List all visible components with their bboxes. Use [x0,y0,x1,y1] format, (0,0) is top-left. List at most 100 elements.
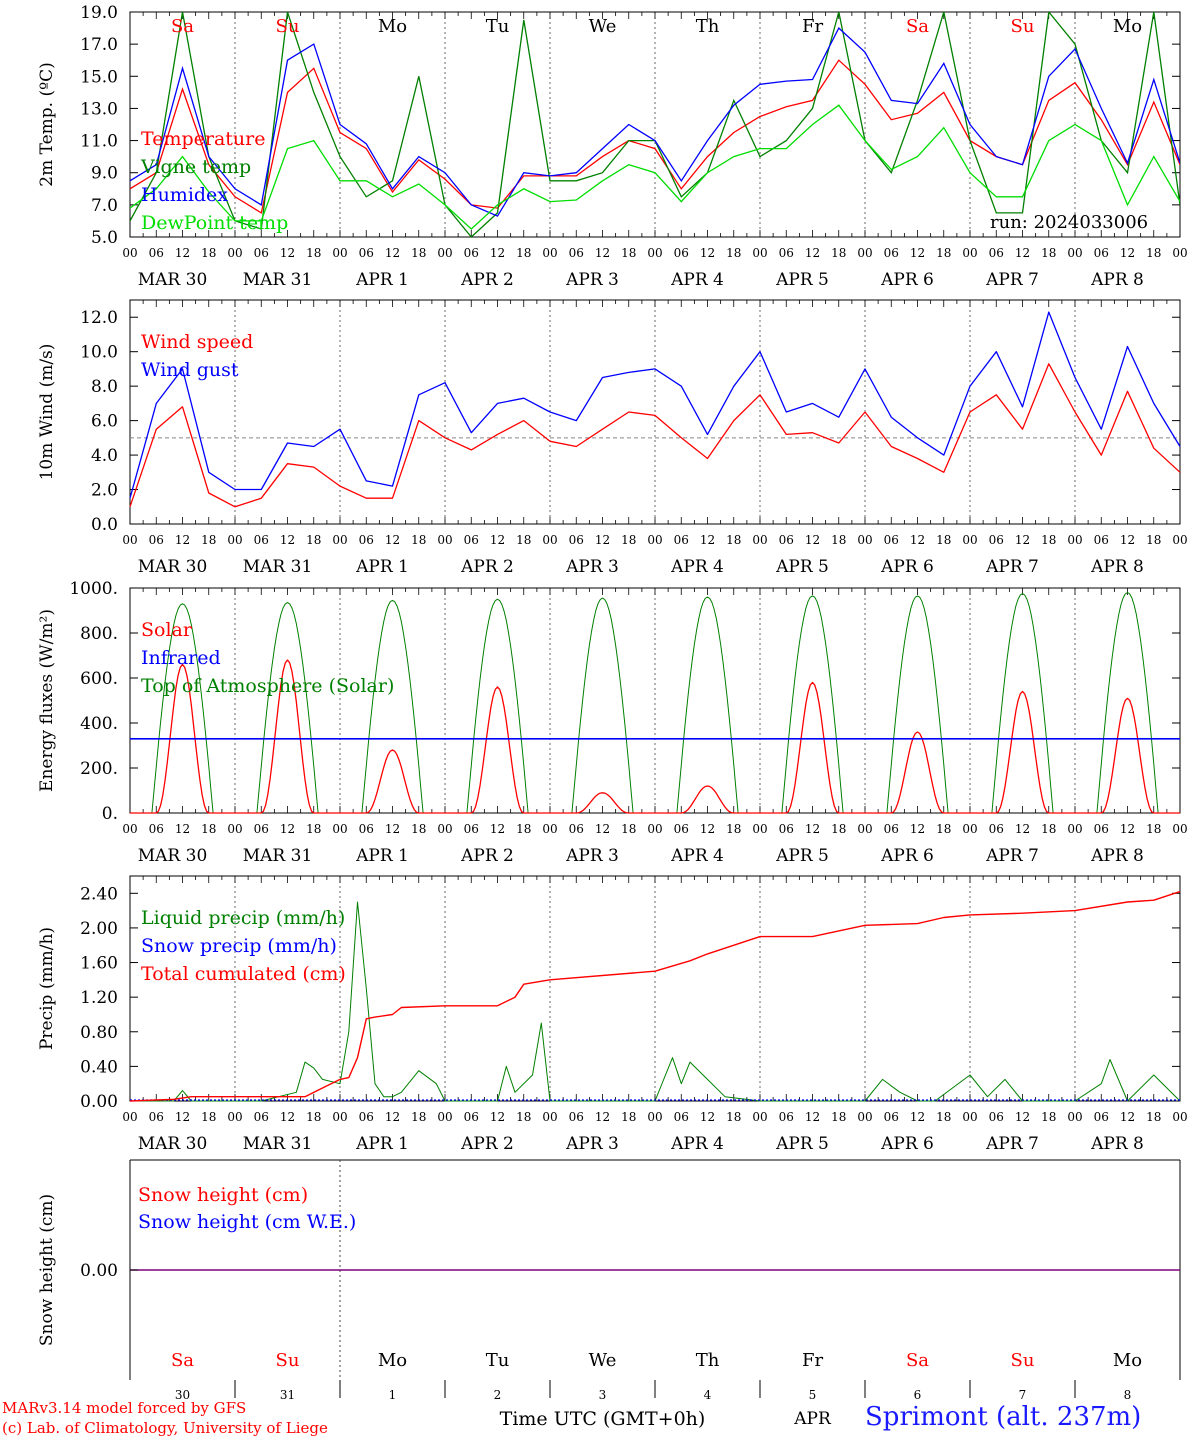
legend-entry: Snow height (cm) [138,1184,308,1206]
hour-tick-label: 06 [674,1110,689,1124]
hour-tick-label: 00 [962,1110,977,1124]
hour-tick-label: 06 [1094,822,1109,836]
hour-tick-label: 06 [989,822,1004,836]
hour-tick-label: 00 [962,533,977,547]
hour-tick-label: 12 [910,822,925,836]
date-label: APR 1 [355,1134,409,1154]
weekday-label: Su [1011,1350,1035,1371]
legend-entry: Vigne temp [140,156,251,178]
y-tick-label: 1000. [69,579,118,599]
hour-tick-label: 00 [437,1110,452,1124]
lab-credit: (c) Lab. of Climatology, University of L… [2,1419,328,1437]
y-tick-label: 400. [80,714,118,734]
hour-tick-label: 00 [332,1110,347,1124]
hour-tick-label: 18 [306,533,321,547]
hour-tick-label: 12 [280,246,295,260]
hour-tick-label: 06 [1094,246,1109,260]
hour-tick-label: 06 [464,533,479,547]
date-label: MAR 30 [138,270,208,290]
y-tick-label: 2.40 [80,884,118,904]
date-label: APR 7 [985,270,1039,290]
hour-tick-label: 06 [779,822,794,836]
hour-tick-label: 06 [254,533,269,547]
y-axis-label: Energy fluxes (W/m²) [37,609,57,792]
day-number-label: 3 [599,1388,607,1402]
hour-tick-label: 06 [359,1110,374,1124]
y-axis-label: Precip (mm/h) [37,927,57,1050]
weekday-label: We [589,16,617,37]
hour-tick-label: 12 [595,533,610,547]
hour-tick-label: 18 [411,246,426,260]
legend-entry: Infrared [141,647,221,669]
date-label: APR 1 [355,557,409,577]
hour-tick-label: 12 [280,822,295,836]
hour-tick-label: 18 [621,822,636,836]
hour-tick-label: 00 [1172,822,1187,836]
hour-tick-label: 00 [542,246,557,260]
hour-tick-label: 12 [595,822,610,836]
hour-tick-label: 12 [385,246,400,260]
legend-entry: Solar [141,619,193,641]
y-tick-label: 13.0 [80,99,118,119]
hour-tick-label: 06 [1094,1110,1109,1124]
date-label: APR 2 [460,1134,514,1154]
date-label: MAR 31 [243,270,313,290]
hour-tick-label: 12 [490,1110,505,1124]
hour-tick-label: 12 [700,246,715,260]
date-label: APR 5 [775,557,829,577]
hour-tick-label: 12 [490,533,505,547]
hour-tick-label: 12 [1015,822,1030,836]
hour-tick-label: 12 [1120,246,1135,260]
day-number-label: 8 [1124,1388,1132,1402]
hour-tick-label: 18 [201,1110,216,1124]
hour-tick-label: 00 [647,1110,662,1124]
hour-tick-label: 00 [1067,533,1082,547]
hour-tick-label: 12 [910,246,925,260]
y-axis-label: 2m Temp. (ºC) [37,62,57,187]
hour-tick-label: 12 [385,533,400,547]
hour-tick-label: 18 [1146,1110,1161,1124]
hour-tick-label: 12 [805,246,820,260]
hour-tick-label: 18 [726,246,741,260]
hour-tick-label: 00 [1067,1110,1082,1124]
hour-tick-label: 00 [437,246,452,260]
date-label: APR 5 [775,1134,829,1154]
legend-entry: Wind speed [141,331,253,353]
hour-tick-label: 06 [1094,533,1109,547]
hour-tick-label: 06 [884,246,899,260]
day-number-label: 31 [280,1388,295,1402]
hour-tick-label: 00 [647,246,662,260]
y-tick-label: 0.0 [91,515,118,535]
y-tick-label: 0.80 [80,1023,118,1043]
hour-tick-label: 06 [569,1110,584,1124]
hour-tick-label: 00 [752,533,767,547]
hour-tick-label: 12 [910,533,925,547]
hour-tick-label: 12 [700,1110,715,1124]
hour-tick-label: 00 [1067,246,1082,260]
hour-tick-label: 00 [542,1110,557,1124]
hour-tick-label: 18 [1146,246,1161,260]
hour-tick-label: 06 [989,246,1004,260]
plot-area [130,12,1180,237]
hour-tick-label: 06 [149,246,164,260]
date-label: APR 2 [460,846,514,866]
series-humidex [130,27,1180,217]
hour-tick-label: 18 [621,246,636,260]
hour-tick-label: 12 [1015,533,1030,547]
hour-tick-label: 06 [674,822,689,836]
hour-tick-label: 12 [490,246,505,260]
hour-tick-label: 06 [674,533,689,547]
hour-tick-label: 06 [359,533,374,547]
date-label: APR 7 [985,557,1039,577]
date-label: APR 1 [355,846,409,866]
hour-tick-label: 00 [752,246,767,260]
month-label: APR [793,1409,832,1429]
legend-entry: Wind gust [141,359,239,381]
legend-entry: DewPoint temp [141,212,288,234]
hour-tick-label: 00 [1067,822,1082,836]
y-axis-label: Snow height (cm) [37,1194,57,1346]
date-label: APR 4 [670,1134,724,1154]
y-tick-label: 200. [80,759,118,779]
y-tick-label: 0. [102,804,118,824]
weekday-label: Sa [906,16,929,37]
